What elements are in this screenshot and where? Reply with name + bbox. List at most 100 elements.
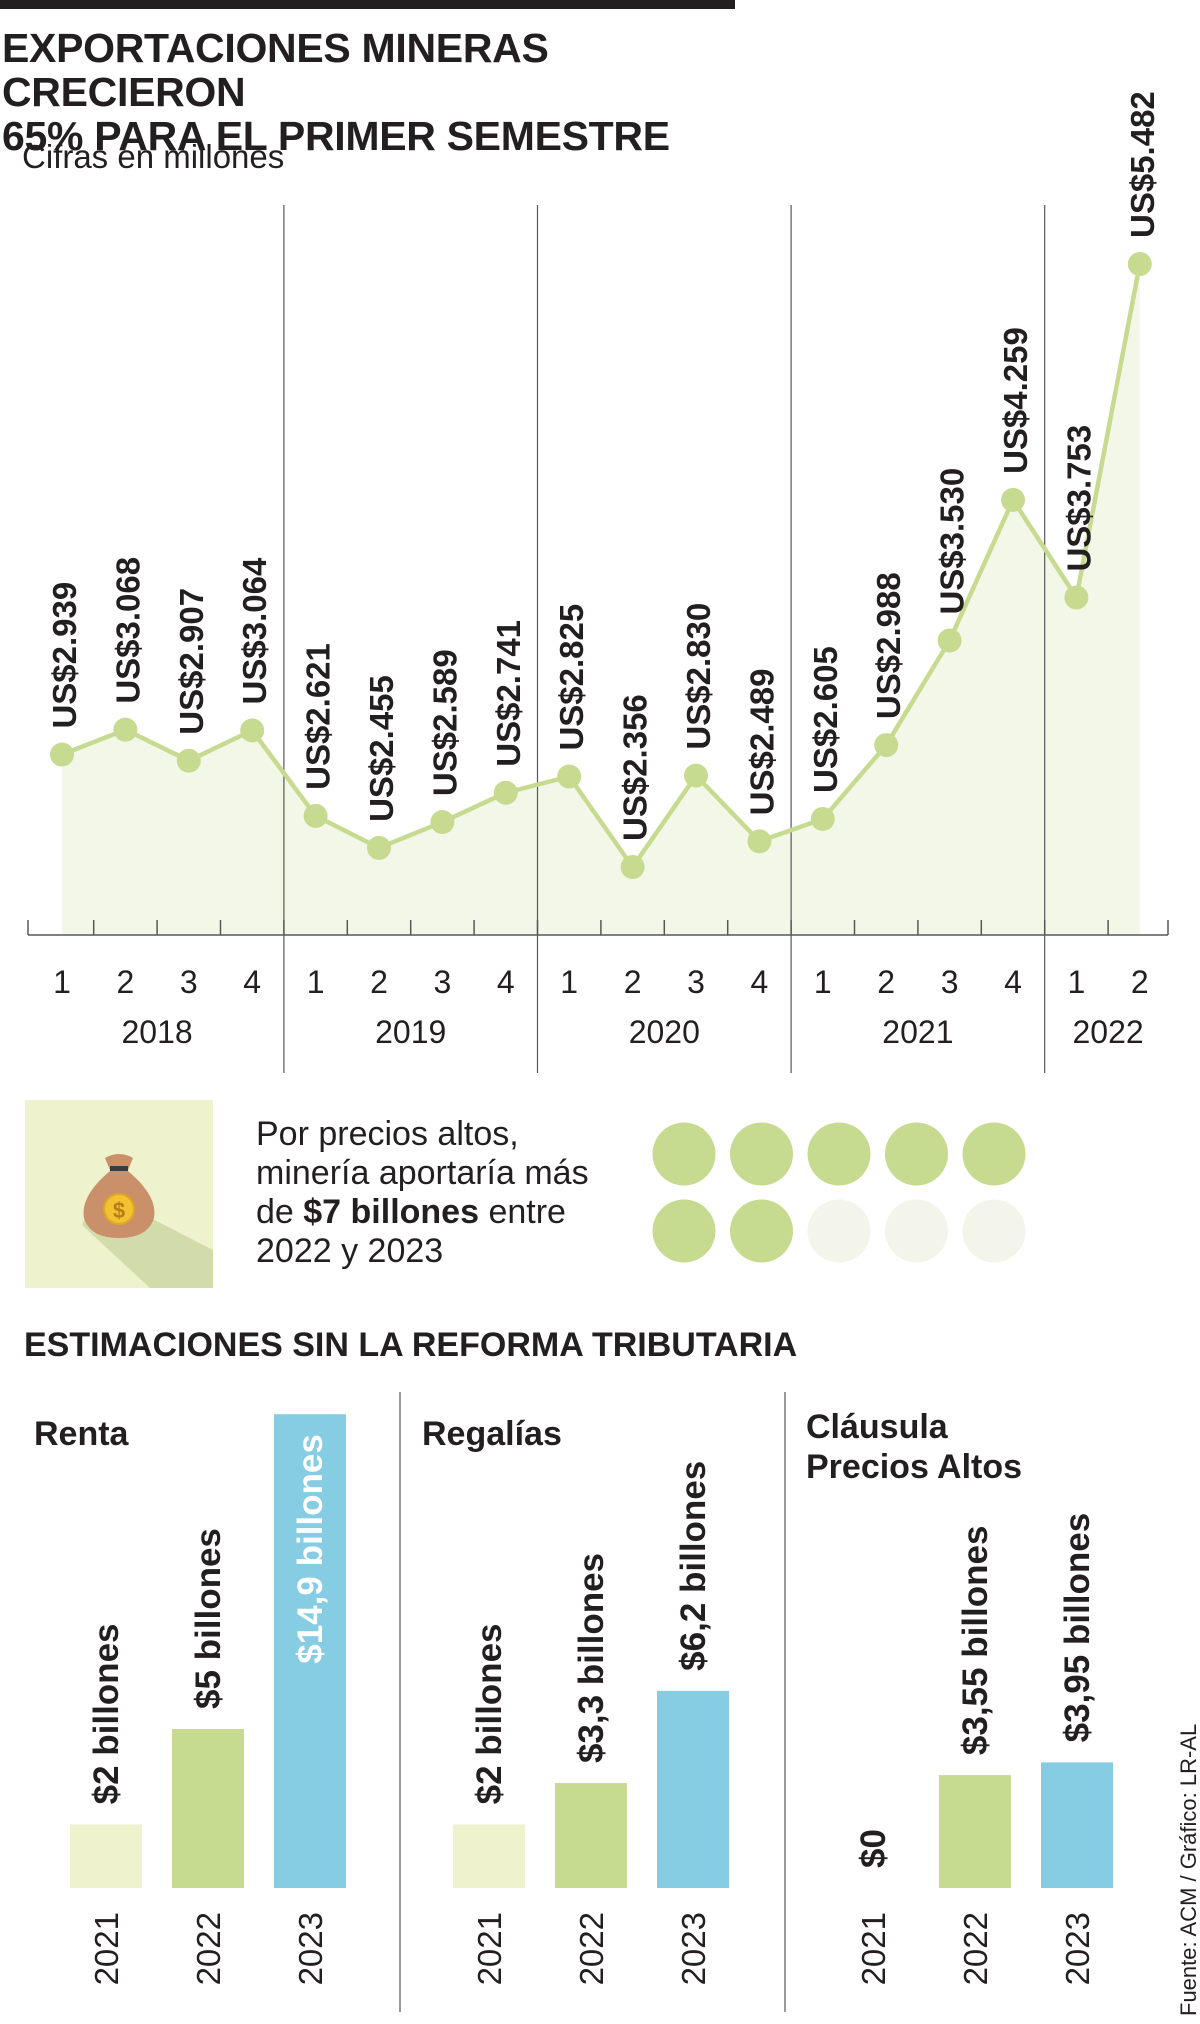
group-name: Regalías [422,1415,562,1453]
x-tick-label: 3 [180,964,198,1000]
callout-text: 2022 y 2023 [256,1232,443,1270]
bar [453,1824,525,1888]
money-bag-tie [110,1166,128,1171]
data-label: US$2.605 [807,646,844,793]
dot-empty [962,1199,1026,1263]
data-label: US$3.753 [1060,425,1097,572]
bar [555,1783,627,1888]
data-label: US$2.455 [363,675,400,822]
year-label: 2022 [1073,1014,1144,1050]
data-point [303,803,328,828]
coin [103,1193,135,1225]
source-text: Fuente: ACM / Gráfico: LR-AL [1176,1724,1200,2016]
chart-subtitle: Cifras en millones [22,138,285,175]
title-line-2: 65% PARA EL PRIMER SEMESTRE [2,113,670,159]
data-point [557,764,582,789]
x-tick-label: 4 [497,964,515,1000]
data-point [1001,487,1025,512]
x-tick-label: 1 [560,964,578,1000]
bar-value-label: $2 billones [87,1623,126,1804]
data-point [810,806,835,831]
bar [1041,1762,1113,1888]
bar [70,1824,142,1888]
data-label: US$5.482 [1124,91,1161,238]
bar [172,1729,244,1888]
callout-text: entre [479,1193,566,1231]
data-point [874,733,899,758]
data-point [1064,585,1089,610]
dot-filled [730,1122,793,1186]
group-name: Precios Altos [806,1448,1022,1486]
data-label: US$2.988 [870,572,907,719]
bar-category-label: 2021 [855,1912,892,1985]
x-tick-label: 2 [1131,964,1149,1000]
x-tick-label: 3 [941,964,959,1000]
data-label: US$2.825 [553,604,590,751]
bar-category-label: 2023 [292,1912,329,1985]
bar [274,1414,346,1888]
x-tick-label: 2 [117,964,135,1000]
data-label: US$3.068 [109,557,146,704]
dot-filled [652,1122,716,1186]
bar-category-label: 2022 [573,1912,610,1985]
data-point [240,718,265,743]
bar-value-label: $6,2 billones [674,1461,713,1671]
x-tick-label: 1 [1068,964,1086,1000]
data-point [747,829,772,854]
money-bag-icon: $ [83,1154,155,1238]
bar-value-label: $14,9 billones [291,1434,330,1664]
data-point [176,748,201,773]
x-tick-label: 4 [751,964,769,1000]
dot-filled [730,1199,793,1263]
x-tick-label: 3 [687,964,705,1000]
data-point [1127,252,1152,276]
top-rule [0,0,735,9]
bar-value-label: $3,95 billones [1058,1513,1097,1743]
dot-empty [807,1199,871,1263]
data-label: US$2.907 [173,588,210,735]
coin-dollar-sign: $ [113,1198,125,1223]
data-point [113,717,138,742]
dot-filled [652,1199,716,1263]
bar [657,1690,729,1888]
data-point [620,855,645,879]
data-point [50,742,74,767]
bar-category-label: 2021 [471,1912,508,1985]
dot-empty [885,1199,948,1263]
bar-category-label: 2021 [88,1912,125,1985]
x-tick-label: 2 [877,964,895,1000]
callout-text-line: 2022 y 2023 [256,1232,443,1270]
line-chart: US$2.939 1 US$3.068 2 US$2.907 3 US$3.064 4 US$2… [27,91,1169,1073]
source-note: Fuente: ACM / Gráfico: LR-AL [1176,1724,1200,2016]
data-point [937,628,962,653]
callout-text: minería aportaría más [256,1154,589,1192]
dot-filled [885,1122,948,1186]
bar-category-label: 2023 [675,1912,712,1985]
bar-chart-section: ESTIMACIONES SIN LA REFORMA TRIBUTARIA Re… [24,1326,1113,2012]
series-area [62,264,1140,935]
data-label: US$3.530 [934,468,971,615]
x-tick-label: 1 [307,964,325,1000]
callout-text-line: minería aportaría más [256,1154,589,1192]
data-label: US$2.489 [743,669,780,816]
data-label: US$2.621 [300,643,337,790]
x-tick-label: 4 [243,964,261,1000]
bar-value-label: $2 billones [470,1623,509,1804]
dot-filled [807,1122,871,1186]
x-tick-label: 2 [370,964,388,1000]
data-label: US$3.064 [236,557,273,704]
bar-category-label: 2023 [1059,1912,1096,1985]
bar-value-label: $3,3 billones [572,1553,611,1763]
data-label: US$2.939 [46,582,83,729]
data-label: US$2.589 [426,649,463,796]
chart-title: EXPORTACIONES MINERAS CRECIERON 65% PARA… [2,26,782,158]
data-point [684,763,708,788]
bar-section-title: ESTIMACIONES SIN LA REFORMA TRIBUTARIA [24,1326,797,1364]
data-label: US$2.741 [490,620,527,767]
dot-filled [962,1122,1026,1186]
bar-category-label: 2022 [190,1912,227,1985]
data-point [367,835,391,860]
x-tick-label: 4 [1004,964,1022,1000]
x-tick-label: 2 [624,964,642,1000]
